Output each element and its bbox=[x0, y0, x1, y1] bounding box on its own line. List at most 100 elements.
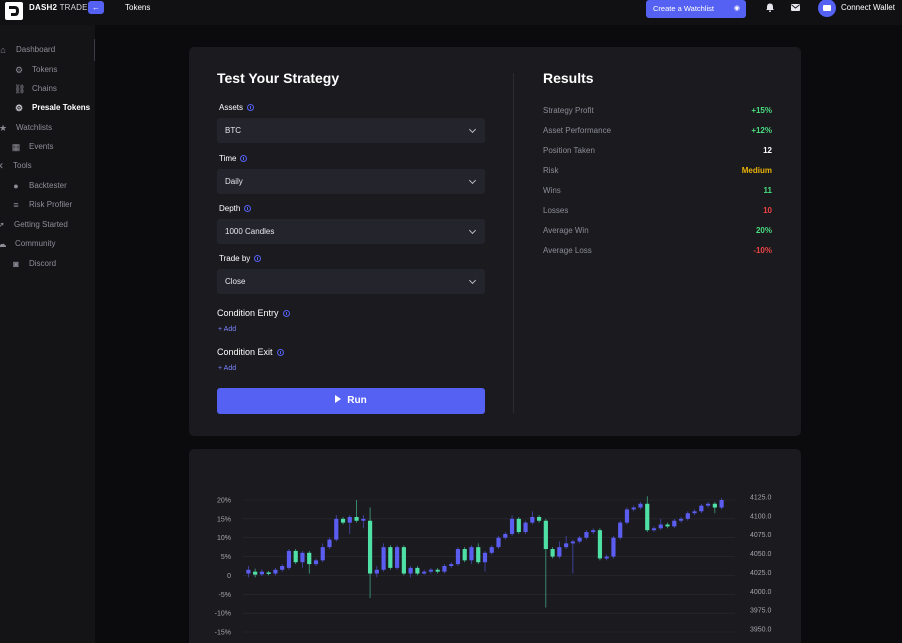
bell-icon[interactable] bbox=[766, 3, 774, 12]
candle-body bbox=[678, 518, 684, 521]
result-value: 20% bbox=[755, 226, 772, 235]
tradeby-value: Close bbox=[225, 277, 246, 286]
run-button[interactable]: Run bbox=[217, 388, 485, 414]
brand-bold: DASH2 bbox=[29, 3, 58, 12]
sidebar-item-events[interactable]: ▦ Events bbox=[12, 142, 54, 152]
sidebar-item-label: Tools bbox=[13, 161, 32, 170]
user-icon: ● bbox=[13, 181, 19, 191]
sidebar-item-backtester[interactable]: ● Backtester bbox=[13, 181, 67, 191]
candle-body bbox=[706, 503, 711, 506]
candle-body bbox=[395, 547, 400, 568]
sidebar-item-chains[interactable]: ⛓ Chains bbox=[14, 84, 57, 94]
candle-body bbox=[469, 547, 474, 561]
candle-body bbox=[381, 547, 386, 570]
condition-entry-label: Condition Entry bbox=[217, 308, 290, 318]
y-right-tick-label: 4100.0 bbox=[750, 513, 772, 520]
candle-body bbox=[584, 532, 589, 538]
assets-label: Assets bbox=[219, 103, 255, 112]
assets-select[interactable]: BTC bbox=[217, 118, 485, 143]
wallet-icon[interactable] bbox=[818, 0, 836, 17]
result-value: 11 bbox=[763, 186, 772, 195]
candle-body bbox=[266, 572, 271, 574]
mail-icon[interactable] bbox=[791, 4, 800, 11]
result-label: Strategy Profit bbox=[543, 106, 594, 115]
tools-icon: ✕ bbox=[0, 161, 5, 171]
assets-label-text: Assets bbox=[219, 103, 244, 112]
time-value: Daily bbox=[225, 177, 243, 186]
info-icon[interactable] bbox=[240, 155, 248, 162]
y-left-tick-label: 0 bbox=[227, 573, 231, 580]
info-icon[interactable] bbox=[276, 349, 284, 356]
candle-body bbox=[327, 539, 332, 548]
candle-body bbox=[658, 524, 663, 529]
info-icon[interactable] bbox=[254, 255, 262, 262]
candle-body bbox=[455, 549, 461, 565]
chevron-down-icon bbox=[468, 176, 477, 185]
candle-body bbox=[476, 547, 481, 563]
candle-body bbox=[699, 505, 704, 512]
result-value: -10% bbox=[753, 246, 772, 255]
add-entry-condition-button[interactable]: + Add bbox=[218, 326, 237, 333]
tradeby-select[interactable]: Close bbox=[217, 269, 485, 294]
y-left-tick-label: 10% bbox=[217, 535, 231, 542]
collapse-sidebar-button[interactable]: ← bbox=[88, 1, 104, 14]
sidebar bbox=[0, 25, 95, 643]
y-left-tick-label: -10% bbox=[215, 611, 231, 618]
breadcrumb: Tokens bbox=[125, 3, 151, 12]
sidebar-item-label: Dashboard bbox=[16, 45, 56, 54]
sidebar-item-presale-tokens[interactable]: ⚙ Presale Tokens bbox=[15, 103, 90, 113]
arrow-left-icon: ← bbox=[92, 3, 100, 12]
candle-body bbox=[665, 524, 670, 527]
candle-body bbox=[597, 530, 603, 559]
depth-select[interactable]: 1000 Candles bbox=[217, 219, 485, 244]
result-label: Risk bbox=[543, 166, 559, 175]
sidebar-item-label: Watchlists bbox=[16, 123, 53, 132]
result-row-risk: Risk Medium bbox=[543, 166, 772, 176]
assets-value: BTC bbox=[225, 126, 241, 135]
depth-value: 1000 Candles bbox=[225, 227, 275, 236]
candle-body bbox=[293, 550, 298, 563]
sidebar-item-community[interactable]: ☁ Community bbox=[0, 239, 55, 249]
time-select[interactable]: Daily bbox=[217, 169, 485, 194]
y-right-tick-label: 4025.0 bbox=[750, 570, 772, 577]
info-icon[interactable] bbox=[244, 205, 252, 212]
result-label: Average Loss bbox=[543, 246, 592, 255]
add-exit-condition-button[interactable]: + Add bbox=[218, 365, 237, 372]
candle-body bbox=[408, 567, 413, 574]
candle-body bbox=[253, 571, 258, 575]
sidebar-item-getting-started[interactable]: ➚ Getting Started bbox=[0, 220, 68, 230]
result-row-average-loss: Average Loss -10% bbox=[543, 246, 772, 256]
candle-body bbox=[449, 564, 454, 566]
result-value: Medium bbox=[741, 166, 772, 175]
sidebar-item-dashboard[interactable]: ⌂ Dashboard bbox=[0, 45, 56, 55]
candle-body bbox=[374, 569, 379, 574]
sidebar-item-tools[interactable]: ✕ Tools bbox=[0, 161, 32, 171]
time-label-text: Time bbox=[219, 154, 237, 163]
strategy-title: Test Your Strategy bbox=[217, 70, 340, 86]
sidebar-item-tokens[interactable]: ⚙ Tokens bbox=[15, 65, 57, 75]
connect-wallet-button[interactable]: Connect Wallet bbox=[841, 3, 895, 12]
info-icon[interactable] bbox=[282, 310, 290, 317]
dash2-logo-icon[interactable] bbox=[4, 1, 24, 21]
run-label: Run bbox=[347, 395, 367, 406]
candle-body bbox=[286, 550, 292, 568]
top-bar: DASH2 TRADE ← Tokens Create a Watchlist … bbox=[0, 0, 902, 25]
info-icon[interactable] bbox=[247, 104, 255, 111]
brand-light: TRADE bbox=[59, 3, 88, 12]
y-right-tick-label: 4050.0 bbox=[750, 551, 772, 558]
sidebar-item-risk-profiler[interactable]: ≡ Risk Profiler bbox=[13, 200, 72, 210]
sidebar-item-discord[interactable]: ◙ Discord bbox=[13, 259, 56, 269]
create-watchlist-label: Create a Watchlist bbox=[653, 4, 714, 13]
rocket-icon: ➚ bbox=[0, 220, 5, 230]
result-row-losses: Losses 10 bbox=[543, 206, 772, 216]
candle-body bbox=[536, 516, 542, 521]
candle-body bbox=[428, 569, 434, 572]
candle-body bbox=[550, 549, 555, 557]
candle-body bbox=[489, 547, 494, 553]
y-left-tick-label: 5% bbox=[221, 554, 231, 561]
candle-body bbox=[300, 552, 305, 563]
result-label: Position Taken bbox=[543, 146, 595, 155]
sidebar-item-watchlists[interactable]: ★ Watchlists bbox=[0, 123, 53, 133]
candlestick-chart[interactable]: 20% 15% 10% 5% 0 -5% -10% -15% 4125.0 4100.0 4075.… bbox=[189, 449, 801, 643]
create-watchlist-button[interactable]: Create a Watchlist ◉ bbox=[646, 0, 746, 18]
